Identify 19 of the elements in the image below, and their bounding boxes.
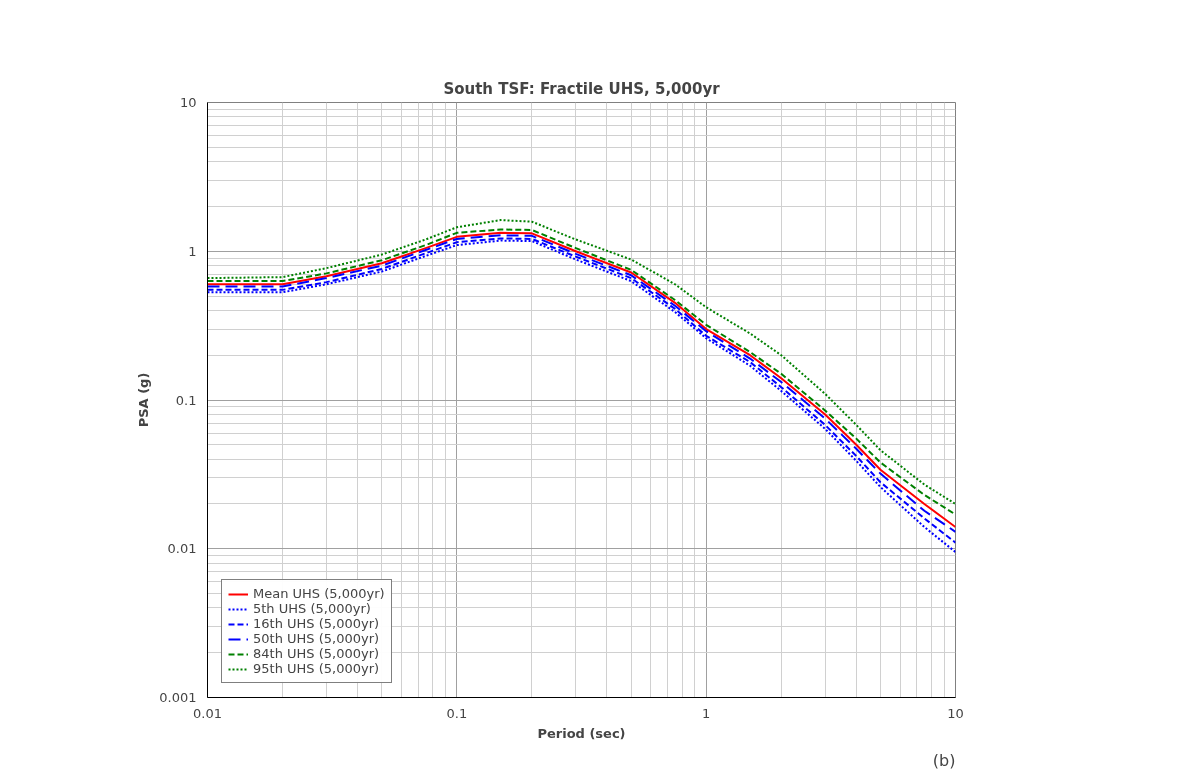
y-tick-label: 1 [188,243,197,259]
x-tick-label: 1 [702,705,711,721]
x-tick-label: 0.1 [446,705,468,721]
x-axis-title: Period (sec) [537,725,626,741]
chart-title: South TSF: Fractile UHS, 5,000yr [443,79,721,98]
text: (b) [932,750,956,770]
y-tick-label: 0.001 [159,690,197,705]
y-tick-label: 10 [179,95,197,110]
y-tick-label: 0.01 [167,541,197,557]
legend-label: 16th UHS (5,000yr) [253,616,380,631]
legend-label: 50th UHS (5,000yr) [253,631,380,646]
legend-label: 84th UHS (5,000yr) [253,646,380,661]
x-tick-label: 0.01 [193,705,222,721]
legend-label: 95th UHS (5,000yr) [253,661,380,676]
y-tick-label: 0.1 [175,392,197,408]
y-axis-title: PSA (g) [136,372,152,428]
x-tick-label: 10 [947,705,964,721]
legend-label: 5th UHS (5,000yr) [253,601,371,616]
legend-label: Mean UHS (5,000yr) [253,586,385,601]
